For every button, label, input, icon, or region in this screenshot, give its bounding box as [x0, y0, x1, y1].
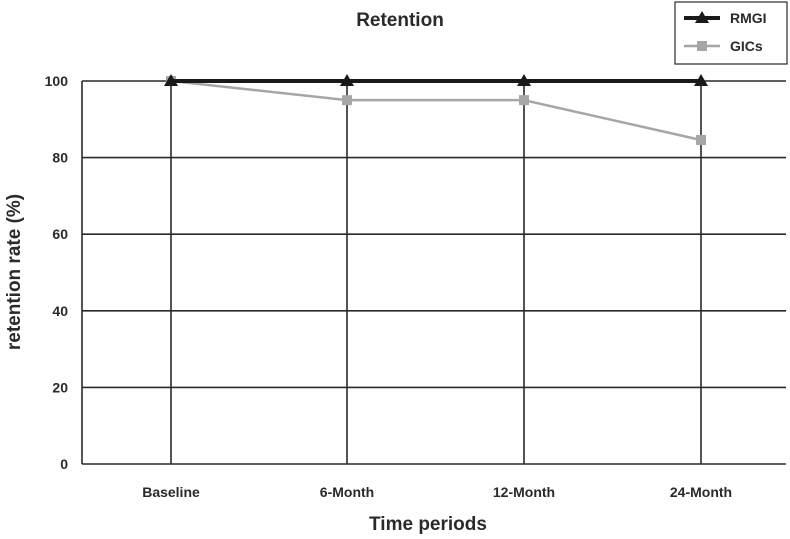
chart-title: Retention	[356, 10, 444, 31]
series-rmgi	[164, 74, 708, 86]
legend-box	[674, 1, 788, 65]
data-point-gics	[696, 134, 706, 145]
legend-marker-rmgi	[695, 11, 709, 23]
y-tick-label: 40	[52, 303, 68, 319]
data-point-gics	[342, 95, 352, 106]
legend: RMGI GICs	[674, 1, 788, 65]
legend-marker-gics	[697, 41, 707, 51]
data-point-rmgi	[164, 74, 178, 86]
series-line-gics	[170, 79, 702, 142]
data-point-rmgi	[517, 74, 531, 86]
y-tick-label: 20	[52, 379, 68, 395]
x-tick-labels: Baseline 6-Month 12-Month 24-Month	[142, 484, 732, 500]
y-tick-labels: 0 20 40 60 80 100	[45, 73, 69, 472]
series-gics	[166, 76, 706, 145]
legend-label: RMGI	[730, 10, 767, 26]
grid	[81, 80, 786, 465]
x-tick-label: 24-Month	[670, 484, 732, 500]
y-tick-label: 100	[45, 73, 69, 89]
legend-label: GICs	[730, 38, 763, 54]
data-point-gics	[519, 95, 529, 106]
x-tick-label: 12-Month	[493, 484, 555, 500]
x-tick-label: Baseline	[142, 484, 200, 500]
data-point-rmgi	[340, 74, 354, 86]
y-tick-label: 0	[60, 456, 68, 472]
data-point-rmgi	[694, 74, 708, 86]
y-tick-label: 80	[52, 150, 68, 166]
series-layer	[164, 74, 708, 145]
x-tick-label: 6-Month	[320, 484, 374, 500]
x-axis-title: Time periods	[369, 514, 487, 535]
y-axis-title: retention rate (%)	[4, 194, 25, 350]
y-tick-label: 60	[52, 226, 68, 242]
